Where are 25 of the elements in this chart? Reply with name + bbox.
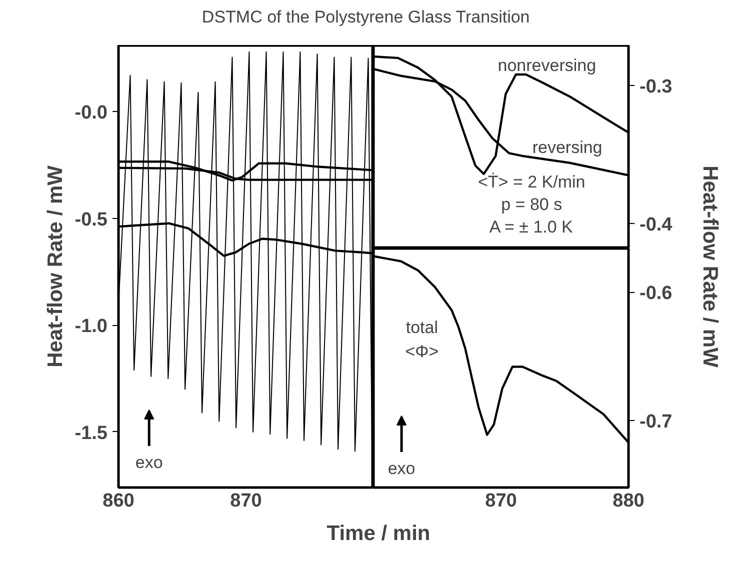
y-axis-title: Heat-flow Rate / mW xyxy=(698,166,722,368)
y-tick-label: -0.4 xyxy=(640,214,673,236)
chart-title: DSTMC of the Polystyrene Glass Transition xyxy=(202,8,530,26)
annotation: <Ṫ> = 2 K/min xyxy=(478,172,586,192)
annotation: reversing xyxy=(532,138,602,158)
x-axis-title: Time / min xyxy=(326,522,430,545)
x-tick-label: 870 xyxy=(485,490,517,512)
y-tick-label: -1.0 xyxy=(74,316,108,338)
annotation: exo xyxy=(388,458,416,478)
x-tick-label: 860 xyxy=(102,490,134,512)
annotation: nonreversing xyxy=(498,56,596,75)
x-tick-label: 880 xyxy=(612,490,644,512)
annotation: exo xyxy=(135,453,163,472)
annotation: total xyxy=(406,318,438,337)
y-axis-title: Heat-flow Rate / mW xyxy=(44,165,67,368)
y-tick-label: -0.3 xyxy=(640,76,672,98)
annotation: p = 80 s xyxy=(501,194,562,214)
y-tick-label: -0.6 xyxy=(640,283,672,304)
y-tick-label: -0.7 xyxy=(640,412,672,433)
y-tick-label: -0.0 xyxy=(74,102,108,124)
y-tick-label: -1.5 xyxy=(74,422,108,444)
annotation: A = ± 1.0 K xyxy=(489,217,574,236)
y-tick-label: -0.5 xyxy=(74,209,108,230)
x-tick-label: 870 xyxy=(230,490,262,512)
annotation: <Φ> xyxy=(405,342,439,361)
